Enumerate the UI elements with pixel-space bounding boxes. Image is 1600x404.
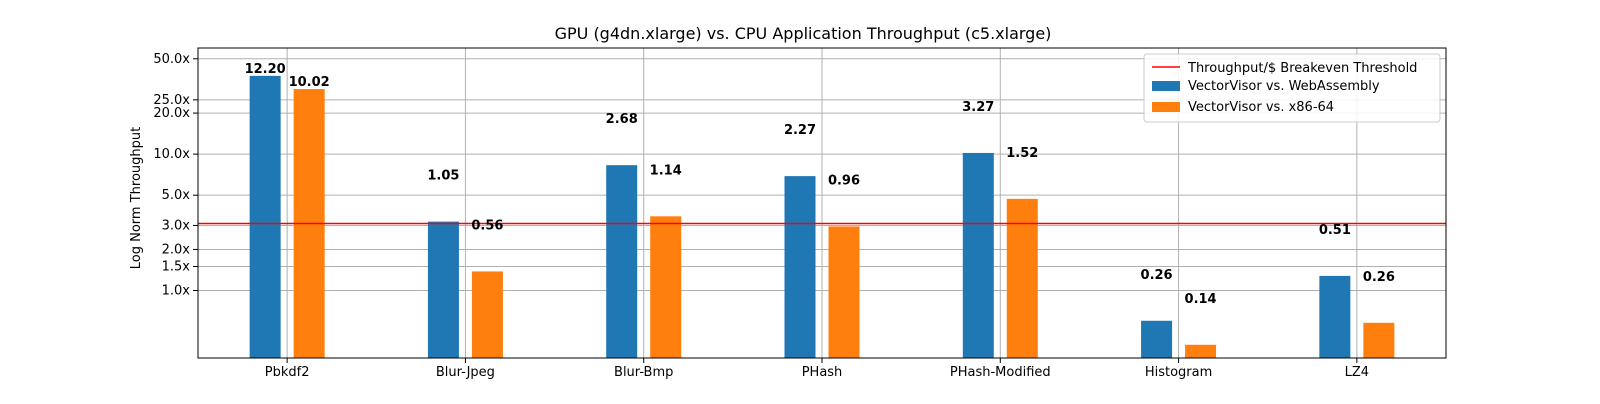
data-label: 0.96 xyxy=(828,173,860,188)
y-tick-label: 2.0x xyxy=(162,242,191,257)
bar xyxy=(1006,198,1038,358)
y-tick-label: 5.0x xyxy=(162,188,191,203)
y-tick-label: 3.0x xyxy=(162,218,191,233)
legend-label-series: VectorVisor vs. WebAssembly xyxy=(1188,79,1380,94)
bar xyxy=(1363,322,1395,358)
legend-box xyxy=(1143,53,1441,123)
data-label: 0.56 xyxy=(471,218,503,233)
data-label: 0.14 xyxy=(1185,292,1217,307)
bar xyxy=(650,216,682,358)
grid-layer xyxy=(198,48,1446,358)
y-tick-label: 1.0x xyxy=(162,284,191,299)
bar xyxy=(249,75,281,358)
bar xyxy=(606,165,638,358)
data-label: 1.52 xyxy=(1006,146,1038,161)
data-label: 0.26 xyxy=(1363,270,1395,285)
bar xyxy=(828,226,860,358)
bar xyxy=(1319,275,1351,358)
x-tick-label: Pbkdf2 xyxy=(265,365,310,380)
y-tick-label: 10.0x xyxy=(153,147,190,162)
x-tick-label: Histogram xyxy=(1145,365,1212,380)
data-label: 12.20 xyxy=(245,62,286,77)
data-label: 10.02 xyxy=(289,75,330,90)
bars-layer xyxy=(249,75,1395,358)
x-tick-label: PHash-Modified xyxy=(950,365,1051,380)
x-tick-label: PHash xyxy=(802,365,843,380)
y-tick-label: 25.0x xyxy=(153,93,190,108)
y-tick-label: 50.0x xyxy=(153,52,190,67)
legend: Throughput/$ Breakeven Threshold VectorVi… xyxy=(1143,53,1441,123)
x-tick-label: Blur-Jpeg xyxy=(436,365,495,380)
bar xyxy=(1185,344,1217,358)
x-tick-label: LZ4 xyxy=(1345,365,1369,380)
data-label: 0.26 xyxy=(1141,268,1173,283)
chart-title: GPU (g4dn.xlarge) vs. CPU Application Th… xyxy=(555,24,1052,43)
bar xyxy=(1141,320,1173,358)
data-label: 2.27 xyxy=(784,123,816,138)
y-tick-label: 1.5x xyxy=(162,259,191,274)
legend-label-threshold: Throughput/$ Breakeven Threshold xyxy=(1187,61,1417,76)
legend-label-series: VectorVisor vs. x86-64 xyxy=(1188,100,1334,115)
data-label: 0.51 xyxy=(1319,223,1351,238)
legend-swatch-series xyxy=(1152,81,1180,91)
data-label: 1.05 xyxy=(427,169,459,184)
x-tick-label: Blur-Bmp xyxy=(614,365,673,380)
bar xyxy=(962,152,994,358)
data-label: 3.27 xyxy=(962,100,994,115)
plot-frame xyxy=(197,47,1447,359)
bar xyxy=(471,271,503,358)
y-axis-label: Log Norm Throughput xyxy=(129,127,144,269)
legend-swatch-series xyxy=(1152,102,1180,112)
data-label: 2.68 xyxy=(606,112,638,127)
bar xyxy=(784,176,816,358)
y-tick-label: 20.0x xyxy=(153,106,190,121)
data-labels-layer: 12.20 1.05 2.68 2.27 3.27 0.26 0.51 10.02 0.56 1.… xyxy=(245,62,1395,307)
data-label: 1.14 xyxy=(650,163,682,178)
bar xyxy=(427,221,459,358)
